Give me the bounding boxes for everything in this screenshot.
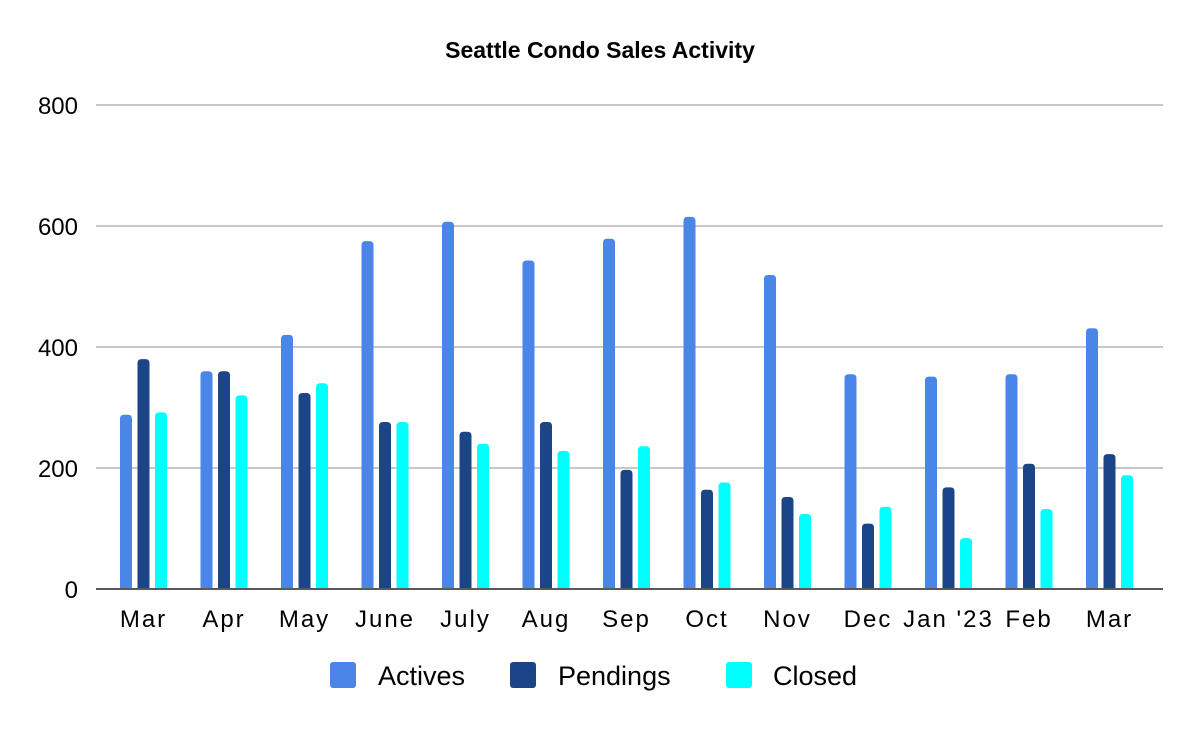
bar-pendings-0: [137, 359, 150, 589]
bar-actives-11: [1005, 374, 1018, 589]
bar-closed-11: [1040, 509, 1053, 589]
bar-pendings-1: [218, 371, 230, 589]
bar-pendings-3: [379, 422, 391, 589]
x-category-label: Mar: [1086, 606, 1133, 633]
x-category-label: Apr: [202, 606, 245, 633]
bar-closed-4: [477, 443, 489, 589]
bar-pendings-7: [701, 489, 713, 589]
legend-item-closed: Closed: [726, 661, 857, 691]
y-tick-label: 800: [38, 93, 78, 120]
bar-closed-5: [557, 451, 570, 589]
bar-closed-0: [155, 412, 167, 589]
bar-pendings-9: [862, 523, 874, 589]
bar-pendings-5: [540, 422, 552, 589]
chart-title: Seattle Condo Sales Activity: [445, 37, 755, 63]
bar-actives-6: [603, 238, 615, 589]
x-axis-categories: Mar Apr May June July Aug Sep Oct Nov Dec Jan '23 F…: [120, 606, 1133, 633]
bars: [120, 216, 1133, 590]
legend-label: Closed: [773, 661, 857, 691]
bar-closed-6: [638, 446, 650, 589]
y-tick-label: 200: [38, 456, 78, 483]
bar-closed-10: [960, 538, 972, 589]
x-category-label: Sep: [602, 606, 651, 633]
y-tick-label: 400: [38, 335, 78, 362]
x-category-label: June: [355, 606, 415, 633]
legend-label: Pendings: [558, 661, 671, 691]
legend-item-pendings: Pendings: [510, 661, 671, 691]
bar-actives-4: [442, 221, 454, 589]
bar-pendings-8: [781, 497, 794, 589]
bar-pendings-12: [1103, 454, 1116, 589]
bar-closed-7: [718, 482, 731, 589]
bar-pendings-11: [1023, 463, 1035, 589]
bar-closed-9: [879, 506, 892, 589]
x-category-label: Dec: [844, 606, 893, 633]
bar-closed-3: [396, 422, 409, 589]
bar-actives-12: [1086, 328, 1098, 589]
bar-pendings-4: [459, 431, 472, 589]
bar-actives-3: [361, 241, 374, 589]
bar-actives-5: [522, 260, 535, 589]
y-tick-label: 0: [65, 577, 78, 604]
gridlines: [96, 104, 1163, 469]
x-category-label: July: [440, 606, 491, 633]
legend-label: Actives: [378, 661, 465, 691]
x-category-label: Nov: [763, 606, 812, 633]
legend: Actives Pendings Closed: [330, 661, 857, 691]
bar-actives-9: [844, 374, 857, 589]
x-category-label: Aug: [522, 606, 571, 633]
legend-item-actives: Actives: [330, 661, 465, 691]
bar-actives-1: [200, 371, 213, 589]
bar-actives-0: [120, 414, 132, 589]
bar-actives-2: [281, 334, 293, 589]
bar-actives-10: [925, 376, 937, 589]
legend-swatch: [330, 662, 356, 688]
x-category-label: Mar: [120, 606, 167, 633]
legend-swatch: [726, 662, 752, 688]
x-category-label: Jan '23: [903, 606, 994, 633]
bar-actives-7: [683, 216, 696, 590]
x-category-label: Oct: [685, 606, 728, 633]
x-category-label: Feb: [1005, 606, 1052, 633]
bar-closed-1: [235, 395, 248, 589]
bar-pendings-6: [620, 469, 633, 589]
x-category-label: May: [279, 606, 330, 633]
bar-closed-12: [1121, 475, 1133, 589]
y-tick-label: 600: [38, 214, 78, 241]
bar-actives-8: [764, 275, 776, 589]
bar-closed-2: [316, 383, 328, 589]
legend-swatch: [510, 662, 536, 688]
bar-closed-8: [799, 513, 811, 589]
bar-pendings-2: [298, 392, 311, 589]
bar-pendings-10: [942, 487, 955, 589]
y-axis-ticks: 0 200 400 600 800: [38, 93, 78, 604]
